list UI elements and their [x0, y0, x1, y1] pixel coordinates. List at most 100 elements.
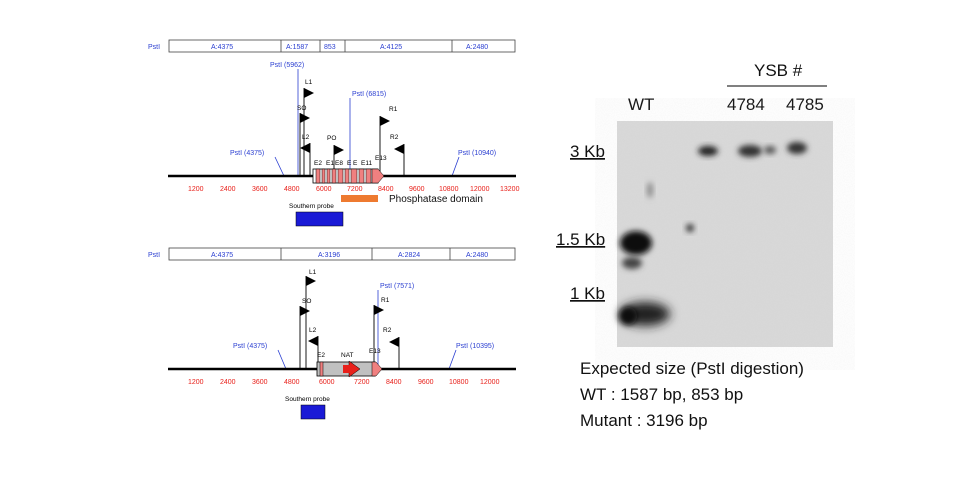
map1-segment-bar — [168, 39, 516, 53]
svg-text:8400: 8400 — [386, 379, 402, 386]
map1-site-6815: PstI (6815) — [352, 91, 386, 98]
southern-blot: YSB # WT 4784 4785 3 Kb 1.5 Kb 1 Kb — [556, 61, 833, 347]
map1-segment-2: A:1587 — [286, 44, 308, 51]
map2-segment-3: A:2824 — [398, 252, 420, 259]
expected-mutant: Mutant : 3196 bp — [580, 411, 708, 430]
map1-primer-l1: L1 — [303, 79, 314, 176]
svg-text:R1: R1 — [389, 106, 398, 113]
map1-primer-r2: R2 — [390, 134, 405, 176]
svg-text:6000: 6000 — [316, 186, 332, 193]
map1-restriction-prefix: PstI — [148, 44, 160, 51]
map1-exon-e-2: E — [353, 160, 358, 167]
map1-axis: 1200 2400 3600 4800 6000 7200 8400 9600 … — [188, 186, 520, 193]
phosphatase-domain-label: Phosphatase domain — [389, 194, 483, 205]
map1-exon-e: E — [347, 160, 352, 167]
marker-3kb: 3 Kb — [570, 142, 605, 161]
svg-text:12000: 12000 — [470, 186, 490, 193]
map2-segment-2: A:3196 — [318, 252, 340, 259]
svg-text:SO: SO — [302, 298, 311, 305]
lane-label-wt: WT — [628, 95, 654, 114]
band-wt-1587 — [620, 231, 652, 255]
svg-text:8400: 8400 — [378, 186, 394, 193]
expected-title: Expected size (PstI digestion) — [580, 359, 804, 378]
blot-bands — [619, 142, 807, 326]
svg-text:9600: 9600 — [418, 379, 434, 386]
svg-text:L1: L1 — [309, 269, 317, 276]
map2-exon-e13: E13 — [369, 348, 381, 355]
map2-site-4375: PstI (4375) — [233, 343, 267, 350]
svg-text:L1: L1 — [305, 79, 313, 86]
svg-text:2400: 2400 — [220, 379, 236, 386]
svg-text:R2: R2 — [383, 327, 392, 334]
band-4785-3kb — [787, 142, 807, 154]
mutant-locus-map: PstI A:4375 A:3196 A:2824 A:2480 PstI (7… — [148, 247, 516, 420]
expected-wt: WT : 1587 bp, 853 bp — [580, 385, 743, 404]
map2-southern-probe — [300, 404, 326, 420]
map2-primer-r1: R1 — [373, 297, 390, 369]
svg-text:L2: L2 — [309, 327, 317, 334]
map2-site-10395: PstI (10395) — [456, 343, 494, 350]
map1-segment-5: A:2480 — [466, 44, 488, 51]
map1-primer-so: SO — [297, 105, 310, 176]
svg-text:9600: 9600 — [409, 186, 425, 193]
svg-text:4800: 4800 — [284, 186, 300, 193]
map1-segment-1: A:4375 — [211, 44, 233, 51]
map1-probe-label: Southern probe — [289, 203, 334, 210]
svg-text:L2: L2 — [302, 134, 310, 141]
svg-text:4800: 4800 — [284, 379, 300, 386]
map1-exon-e11: E11 — [361, 160, 372, 167]
svg-text:12000: 12000 — [480, 379, 500, 386]
map1-primer-l2: L2 — [300, 134, 311, 176]
map1-segment-3: 853 — [324, 44, 336, 51]
map2-segment-1: A:4375 — [211, 252, 233, 259]
svg-text:13200: 13200 — [500, 186, 520, 193]
svg-text:10800: 10800 — [439, 186, 459, 193]
svg-text:2400: 2400 — [220, 186, 236, 193]
map2-probe-label: Southern probe — [285, 396, 330, 403]
lane-label-4785: 4785 — [786, 95, 824, 114]
map1-primer-r1: R1 — [379, 106, 398, 176]
wt-locus-map: PstI A:4375 A:1587 853 A:4125 A:2480 Pst… — [148, 39, 520, 227]
blot-header: YSB # — [754, 61, 803, 80]
map1-segment-4: A:4125 — [380, 44, 402, 51]
svg-text:10800: 10800 — [449, 379, 469, 386]
expected-sizes: Expected size (PstI digestion) WT : 1587… — [580, 359, 804, 430]
band-4784-3kb-a — [698, 146, 718, 156]
band-4784-3kb-b — [738, 145, 762, 157]
map2-axis: 1200 2400 3600 4800 6000 7200 8400 9600 … — [188, 379, 500, 386]
lane-label-4784: 4784 — [727, 95, 765, 114]
map1-exon-e1: E1 — [326, 160, 334, 167]
svg-text:R2: R2 — [390, 134, 399, 141]
marker-1kb: 1 Kb — [570, 284, 605, 303]
marker-1-5kb: 1.5 Kb — [556, 230, 605, 249]
map2-primer-l1: L1 — [305, 269, 317, 369]
map2-segment-4: A:2480 — [466, 252, 488, 259]
svg-text:1200: 1200 — [188, 379, 204, 386]
map1-site-5962: PstI (5962) — [270, 62, 304, 69]
map2-primer-so: SO — [299, 298, 311, 369]
map1-exon-e13: E13 — [375, 155, 387, 162]
svg-text:PO: PO — [327, 135, 336, 142]
svg-text:SO: SO — [297, 105, 306, 112]
map2-exon-e2: E2 — [317, 352, 325, 359]
map1-exon-e2: E2 — [314, 160, 322, 167]
map2-site-7571: PstI (7571) — [380, 283, 414, 290]
svg-text:1200: 1200 — [188, 186, 204, 193]
map1-site-10940: PstI (10940) — [458, 150, 496, 157]
svg-text:7200: 7200 — [347, 186, 363, 193]
svg-text:3600: 3600 — [252, 379, 268, 386]
svg-text:7200: 7200 — [354, 379, 370, 386]
map2-restriction-prefix: PstI — [148, 252, 160, 259]
svg-text:6000: 6000 — [319, 379, 335, 386]
map2-primer-l2: L2 — [308, 327, 319, 369]
map2-primer-r2: R2 — [383, 327, 400, 369]
map2-nat-label: NAT — [341, 352, 354, 359]
map1-gene-body — [312, 168, 385, 184]
svg-text:R1: R1 — [381, 297, 390, 304]
map1-site-4375: PstI (4375) — [230, 150, 264, 157]
map2-cassette — [316, 360, 383, 378]
svg-text:3600: 3600 — [252, 186, 268, 193]
map1-southern-probe — [295, 211, 344, 227]
